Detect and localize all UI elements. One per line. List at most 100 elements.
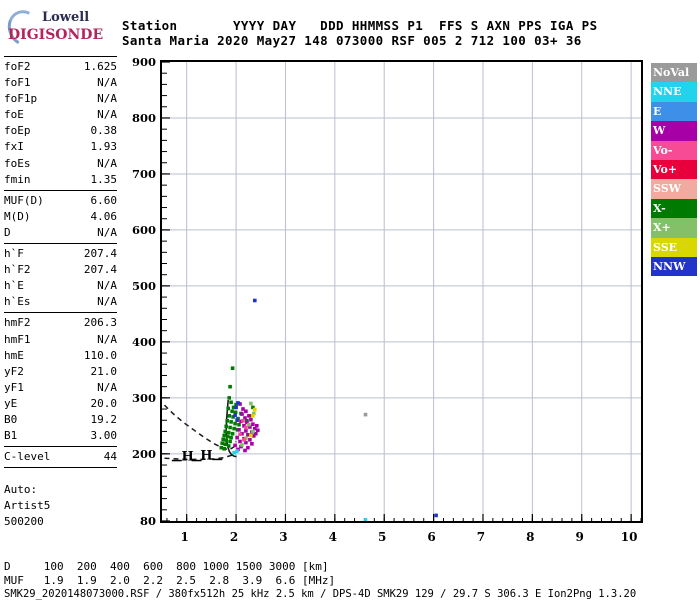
echo-point xyxy=(240,412,244,416)
echo-point xyxy=(226,406,230,411)
param-value: 0.38 xyxy=(90,124,118,138)
echo-point xyxy=(238,432,242,436)
echo-point xyxy=(240,431,244,436)
param-key: hmF1 xyxy=(4,332,31,346)
param-group-peak-heights: hmF2 206.3 hmF1 N/A hmE 110.0 yF2 21.0 yF1 N/A yE 2… xyxy=(4,315,117,444)
param-key: foF2 xyxy=(4,60,31,73)
echo-point xyxy=(248,425,252,429)
divider-1 xyxy=(4,189,117,191)
param-key: MUF(D) xyxy=(4,193,44,207)
annotation-h-marker: H xyxy=(182,450,194,465)
param-value: 1.625 xyxy=(83,60,117,73)
auto-label: Auto: xyxy=(4,483,38,496)
param-value: 206.3 xyxy=(83,316,117,330)
param-key: h`F xyxy=(4,247,24,261)
x-tick-label: 10 xyxy=(620,530,638,544)
echo-point xyxy=(251,405,255,410)
param-row-foes: foEs N/A xyxy=(4,156,117,172)
x-axis-labels: 1 2 3 4 5 6 7 8 9 10 xyxy=(160,530,643,548)
param-value: N/A xyxy=(97,380,117,394)
series-Vo- xyxy=(238,419,248,442)
param-row-hmf2: hmF2 206.3 xyxy=(4,315,117,331)
distance-row: D 100 200 400 600 800 1000 1500 3000 [km… xyxy=(4,560,329,573)
echo-point xyxy=(226,444,231,448)
param-key: foF1 xyxy=(4,76,31,90)
echo-point xyxy=(251,429,255,434)
x-tick-label: 8 xyxy=(526,530,535,544)
echo-point xyxy=(235,435,239,440)
logo-lowell-text: Lowell xyxy=(42,10,90,25)
x-tick-label: 5 xyxy=(378,530,387,544)
param-value: 4.06 xyxy=(90,209,118,223)
legend-item-nne[interactable]: NNE xyxy=(651,82,697,102)
y-tick-label: 700 xyxy=(131,166,156,181)
echo-point xyxy=(363,518,368,521)
echo-point xyxy=(233,421,237,426)
echo-point xyxy=(251,422,255,426)
legend-item-label: NNE xyxy=(653,85,682,99)
echo-point xyxy=(245,420,249,425)
legend-item-x+[interactable]: X+ xyxy=(651,218,697,238)
y-tick-label: 500 xyxy=(131,278,156,293)
legend-item-nnw[interactable]: NNW xyxy=(651,256,697,277)
divider-5 xyxy=(4,467,117,469)
legend-item-sse[interactable]: SSE xyxy=(651,237,697,257)
param-value: 6.60 xyxy=(90,193,118,207)
station-header-table: Station YYYY DAY DDD HHMMSS P1 FFS S AXN… xyxy=(122,18,598,48)
param-value: 19.2 xyxy=(90,412,118,426)
param-value: 20.0 xyxy=(90,396,118,410)
param-key: yF2 xyxy=(4,364,24,378)
legend-item-x-[interactable]: X- xyxy=(651,198,697,219)
echo-point xyxy=(222,447,226,451)
legend-item-vo-[interactable]: Vo- xyxy=(651,140,697,160)
param-value: N/A xyxy=(97,156,117,170)
series-NNE xyxy=(232,449,368,521)
x-tick-label: 6 xyxy=(427,530,436,544)
echo-point xyxy=(246,433,250,437)
echo-point xyxy=(228,384,232,389)
legend-item-noval[interactable]: NoVal xyxy=(651,63,697,83)
legend-item-label: X- xyxy=(653,201,666,215)
param-row-hf: h`F 207.4 xyxy=(4,246,117,262)
series-E xyxy=(233,298,438,518)
echo-point xyxy=(221,437,225,442)
param-key: foE xyxy=(4,108,24,122)
muf-row: MUF 1.9 1.9 2.0 2.2 2.5 2.8 3.9 6.6 [MHz… xyxy=(4,573,336,587)
echo-point xyxy=(241,419,245,423)
echo-point xyxy=(236,401,240,405)
x-tick-label: 1 xyxy=(180,530,189,544)
series-X- xyxy=(219,366,255,451)
legend-item-label: Vo+ xyxy=(653,162,678,176)
legend-item-vo+[interactable]: Vo+ xyxy=(651,159,697,180)
legend-item-ssw[interactable]: SSW xyxy=(651,179,697,199)
legend-item-e[interactable]: E xyxy=(651,101,697,122)
ionogram-parameter-panel: foF2 1.625 foF1 N/A foF1p N/A foE N/A foEp 0.38 fx… xyxy=(4,56,117,470)
echo-point xyxy=(234,402,238,407)
x-tick-label: 3 xyxy=(279,530,288,544)
echo-point xyxy=(231,415,235,419)
echo-point xyxy=(238,402,242,406)
header-value-row: Santa Maria 2020 May27 148 073000 RSF 00… xyxy=(122,33,582,48)
echo-point xyxy=(219,445,224,450)
param-row-hf2: h`F2 207.4 xyxy=(4,262,117,278)
x-tick-label: 2 xyxy=(229,530,239,544)
param-group-frequencies: foF2 1.625 foF1 N/A foF1p N/A foE N/A foEp 0.38 fx… xyxy=(4,59,117,188)
param-key: foF1p xyxy=(4,92,38,106)
header-column-row: Station YYYY DAY DDD HHMMSS P1 FFS S AXN… xyxy=(122,18,598,33)
echo-point xyxy=(231,405,236,410)
echo-point xyxy=(229,435,233,440)
divider-4 xyxy=(4,446,117,448)
param-key: h`F2 xyxy=(4,263,31,277)
echo-point xyxy=(247,414,251,418)
legend-item-w[interactable]: W xyxy=(651,121,697,141)
echo-point xyxy=(243,448,247,453)
trace-lower-dashed-trace xyxy=(164,451,237,461)
echo-point xyxy=(225,434,230,439)
param-row-foe: foE N/A xyxy=(4,107,117,123)
echo-point xyxy=(240,443,244,447)
param-key: B1 xyxy=(4,429,18,443)
param-value: N/A xyxy=(97,332,117,346)
legend-item-label: SSW xyxy=(653,182,681,196)
